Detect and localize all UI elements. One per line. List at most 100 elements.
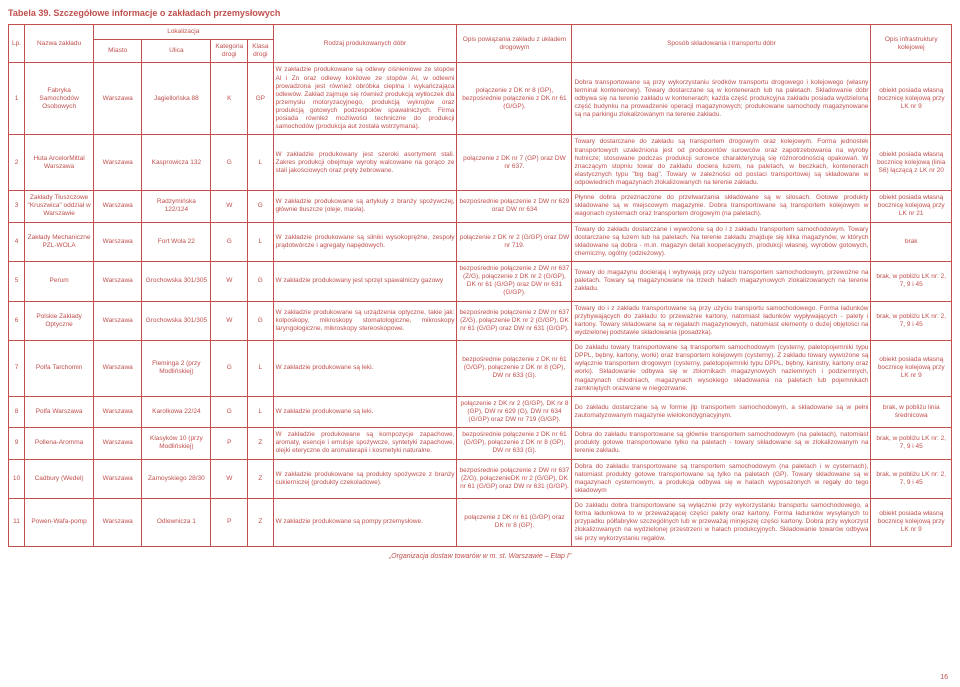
cell-ulica: Kasprowicza 132 xyxy=(142,135,211,191)
cell-infr: brak xyxy=(871,222,952,262)
header-kategoria: Kategoria drogi xyxy=(211,40,248,63)
cell-kat: G xyxy=(211,222,248,262)
cell-pow: bezpośrednie połączenie z DW nr 637 (Z/G… xyxy=(457,301,572,341)
cell-ulica: Fleminga 2 (przy Modlińskiej) xyxy=(142,341,211,397)
cell-ulica: Odlewnicza 1 xyxy=(142,499,211,547)
industrial-plants-table: Lp. Nazwa zakładu Lokalizacja Rodzaj pro… xyxy=(8,24,952,547)
cell-kat: K xyxy=(211,63,248,135)
table-row: 6Polskie Zakłady OptyczneWarszawaGrochow… xyxy=(9,301,952,341)
cell-miasto: Warszawa xyxy=(94,301,142,341)
table-row: 1Fabryka Samochodów OsobowychWarszawaJag… xyxy=(9,63,952,135)
table-header: Lp. Nazwa zakładu Lokalizacja Rodzaj pro… xyxy=(9,25,952,63)
cell-ulica: Zamoyskiego 28/30 xyxy=(142,459,211,499)
cell-nazwa: Fabryka Samochodów Osobowych xyxy=(25,63,94,135)
cell-miasto: Warszawa xyxy=(94,459,142,499)
cell-nazwa: Zakłady Mechaniczne PZL-WOLA xyxy=(25,222,94,262)
cell-rodzaj: W zakładzie produkowane są leki. xyxy=(273,396,457,427)
cell-rodzaj: W zakładzie produkowane są produkty spoż… xyxy=(273,459,457,499)
cell-lp: 11 xyxy=(9,499,25,547)
cell-nazwa: Polfa Warszawa xyxy=(25,396,94,427)
cell-lp: 1 xyxy=(9,63,25,135)
cell-miasto: Warszawa xyxy=(94,222,142,262)
cell-miasto: Warszawa xyxy=(94,499,142,547)
cell-rodzaj: W zakładzie produkowane są odlewy ciśnie… xyxy=(273,63,457,135)
header-sposob: Sposób składowania i transportu dóbr xyxy=(572,25,871,63)
cell-spos: Towary do magazynu docierają i wybywają … xyxy=(572,262,871,302)
cell-infr: obiekt posiada własną bocznicę kolejową … xyxy=(871,135,952,191)
cell-spos: Towary do i z zakładu transportowane są … xyxy=(572,301,871,341)
cell-miasto: Warszawa xyxy=(94,191,142,222)
cell-kat: G xyxy=(211,135,248,191)
cell-spos: Płynne dobra przeznaczone do przetwarzan… xyxy=(572,191,871,222)
cell-miasto: Warszawa xyxy=(94,396,142,427)
cell-infr: brak, w pobliżu LK nr: 2, 7, 9 i 45 xyxy=(871,428,952,459)
page-footer: „Organizacja dostaw towarów w m. st. War… xyxy=(8,553,952,560)
header-rodzaj: Rodzaj produkowanych dóbr xyxy=(273,25,457,63)
table-row: 3Zakłady Tłuszczowe "Kruszwica" oddział … xyxy=(9,191,952,222)
cell-ulica: Grochowska 301/305 xyxy=(142,262,211,302)
cell-lp: 7 xyxy=(9,341,25,397)
cell-rodzaj: W zakładzie produkowane są kompozycje za… xyxy=(273,428,457,459)
cell-nazwa: Zakłady Tłuszczowe "Kruszwica" oddział w… xyxy=(25,191,94,222)
cell-kat: G xyxy=(211,396,248,427)
cell-miasto: Warszawa xyxy=(94,428,142,459)
cell-spos: Towary dostarczane do zakładu są transpo… xyxy=(572,135,871,191)
cell-kat: P xyxy=(211,428,248,459)
cell-pow: połączenie z DK nr 2 (G/GP), DK nr 8 (GP… xyxy=(457,396,572,427)
cell-miasto: Warszawa xyxy=(94,341,142,397)
header-powiazanie: Opis powiązania zakładu z układem drogow… xyxy=(457,25,572,63)
cell-kat: P xyxy=(211,499,248,547)
cell-spos: Do zakładu towary transportowane są tran… xyxy=(572,341,871,397)
header-infrastruktura: Opis infrastruktury kolejowej xyxy=(871,25,952,63)
cell-lp: 9 xyxy=(9,428,25,459)
cell-kla: G xyxy=(248,191,273,222)
cell-rodzaj: W zakładzie produkowane są leki. xyxy=(273,341,457,397)
cell-ulica: Karolkowa 22/24 xyxy=(142,396,211,427)
cell-ulica: Klasyków 10 (przy Modlińskiej) xyxy=(142,428,211,459)
cell-pow: bezpośrednie połączenie z DW nr 637 (Z/G… xyxy=(457,262,572,302)
cell-infr: obiekt posiada własną bocznicę kolejową … xyxy=(871,499,952,547)
cell-pow: połączenie z DK nr 2 (G/GP) oraz DW nr 7… xyxy=(457,222,572,262)
cell-rodzaj: W zakładzie produkowane są urządzenia op… xyxy=(273,301,457,341)
cell-ulica: Grochowska 301/305 xyxy=(142,301,211,341)
cell-kat: G xyxy=(211,341,248,397)
cell-lp: 4 xyxy=(9,222,25,262)
cell-kla: G xyxy=(248,301,273,341)
cell-lp: 6 xyxy=(9,301,25,341)
cell-pow: połączenie z DK nr 61 (G/GP) oraz DK nr … xyxy=(457,499,572,547)
cell-nazwa: Cadbury (Wedel) xyxy=(25,459,94,499)
cell-kat: W xyxy=(211,262,248,302)
cell-ulica: Jagiellońska 88 xyxy=(142,63,211,135)
table-row: 9Pollena-ArommaWarszawaKlasyków 10 (przy… xyxy=(9,428,952,459)
cell-nazwa: Powen-Wafa-pomp xyxy=(25,499,94,547)
cell-ulica: Radzymińska 122/124 xyxy=(142,191,211,222)
cell-kat: W xyxy=(211,191,248,222)
page-number: 16 xyxy=(940,674,948,681)
cell-kla: L xyxy=(248,341,273,397)
cell-lp: 10 xyxy=(9,459,25,499)
cell-pow: bezpośrednie połączenie z DW nr 629 oraz… xyxy=(457,191,572,222)
cell-kla: G xyxy=(248,262,273,302)
cell-spos: Dobra transportowane są przy wykorzystan… xyxy=(572,63,871,135)
cell-kla: Z xyxy=(248,459,273,499)
table-row: 11Powen-Wafa-pompWarszawaOdlewnicza 1PZW… xyxy=(9,499,952,547)
header-nazwa: Nazwa zakładu xyxy=(25,25,94,63)
cell-spos: Do zakładu dobra transportowane są wyłąc… xyxy=(572,499,871,547)
table-row: 4Zakłady Mechaniczne PZL-WOLAWarszawaFor… xyxy=(9,222,952,262)
header-lp: Lp. xyxy=(9,25,25,63)
table-row: 8Polfa WarszawaWarszawaKarolkowa 22/24GL… xyxy=(9,396,952,427)
cell-pow: bezpośrednie połączenie z DK nr 61 (G/GP… xyxy=(457,428,572,459)
header-miasto: Miasto xyxy=(94,40,142,63)
cell-infr: obiekt posiada własną bocznicę kolejową … xyxy=(871,341,952,397)
cell-nazwa: Perum xyxy=(25,262,94,302)
table-row: 5PerumWarszawaGrochowska 301/305WGW zakł… xyxy=(9,262,952,302)
cell-rodzaj: W zakładzie produkowane są pompy przemys… xyxy=(273,499,457,547)
cell-lp: 3 xyxy=(9,191,25,222)
table-body: 1Fabryka Samochodów Osobowych Warszawa Jag… xyxy=(9,63,952,546)
cell-nazwa: Pollena-Aromma xyxy=(25,428,94,459)
cell-rodzaj: W zakładzie produkowane są artykuły z br… xyxy=(273,191,457,222)
cell-rodzaj: W zakładzie produkowane są silniki wysok… xyxy=(273,222,457,262)
table-row: 2Huta ArcelorMittal WarszawaWarszawaKasp… xyxy=(9,135,952,191)
cell-spos: Do zakładu dostarczane są w formie jlp t… xyxy=(572,396,871,427)
cell-miasto: Warszawa xyxy=(94,262,142,302)
